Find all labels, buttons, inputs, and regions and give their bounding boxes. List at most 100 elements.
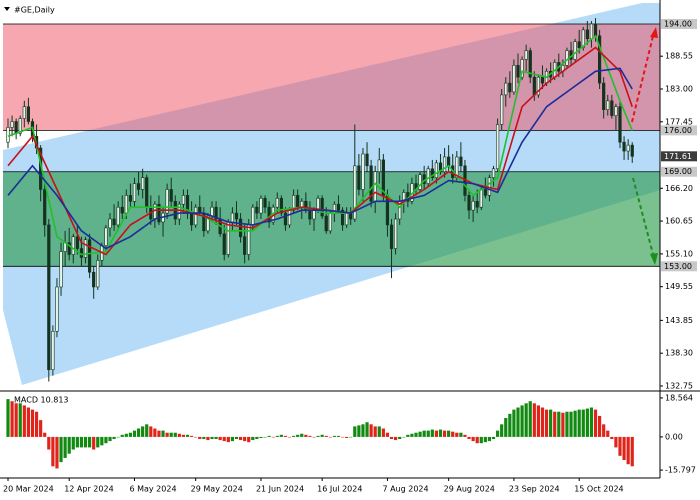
histogram-bar bbox=[96, 436, 100, 448]
histogram-bar bbox=[238, 436, 243, 441]
moving-average bbox=[7, 67, 633, 250]
candle-body bbox=[353, 165, 357, 220]
histogram-bar bbox=[406, 434, 410, 437]
histogram-bar bbox=[230, 436, 234, 442]
candle-body bbox=[263, 198, 267, 208]
candle-body bbox=[71, 236, 75, 255]
histogram-bar bbox=[512, 409, 516, 437]
histogram-bar bbox=[100, 436, 104, 446]
histogram-bar bbox=[500, 424, 504, 437]
histogram-bar bbox=[508, 413, 512, 437]
candle-body bbox=[267, 206, 271, 223]
histogram-bar bbox=[83, 436, 88, 448]
candle-body bbox=[120, 206, 124, 214]
candle-body bbox=[324, 215, 328, 232]
candle-body bbox=[340, 209, 345, 226]
candle-body bbox=[385, 195, 390, 226]
candle-body bbox=[312, 209, 316, 220]
candle-body bbox=[434, 162, 439, 178]
candle-body bbox=[573, 41, 577, 60]
histogram-bar bbox=[589, 407, 594, 437]
candle-body bbox=[593, 23, 598, 37]
candle-body bbox=[296, 195, 300, 208]
histogram-bar bbox=[561, 412, 565, 437]
histogram-bar bbox=[447, 430, 451, 437]
candle-body bbox=[528, 50, 532, 78]
histogram-bar bbox=[222, 436, 226, 442]
histogram-bar bbox=[459, 432, 463, 437]
down-arrow-head bbox=[650, 253, 658, 265]
candle-body bbox=[491, 168, 496, 178]
histogram-bar bbox=[251, 436, 255, 441]
chart-title: #GE,Daily bbox=[14, 6, 55, 15]
candle-body bbox=[243, 236, 247, 255]
candle-body bbox=[247, 224, 251, 255]
candle-body bbox=[198, 206, 202, 214]
histogram-bar bbox=[336, 435, 341, 437]
candle-body bbox=[136, 183, 141, 190]
candle-body bbox=[308, 209, 312, 220]
histogram-bar bbox=[479, 436, 483, 444]
histogram-bar bbox=[455, 432, 459, 437]
candle-body bbox=[104, 227, 108, 246]
histogram-bar bbox=[157, 430, 161, 437]
overlay: 194.00 176.00 169.00 153.00 188.55 183.00 177.… bbox=[3, 18, 697, 494]
histogram-bar bbox=[312, 436, 316, 438]
histogram-bar bbox=[308, 435, 312, 437]
candle-body bbox=[373, 171, 377, 202]
histogram-bar bbox=[463, 434, 467, 437]
histogram-bar bbox=[194, 436, 198, 438]
histogram-bar bbox=[593, 409, 598, 437]
x-tick-label: 21 Jun 2024 bbox=[256, 485, 304, 494]
candle-body bbox=[108, 218, 112, 229]
histogram-bar bbox=[394, 436, 398, 441]
candle-body bbox=[495, 124, 500, 170]
x-tick-label: 12 Apr 2024 bbox=[64, 485, 113, 494]
candle-body bbox=[524, 50, 528, 60]
histogram-bar bbox=[79, 436, 84, 448]
y-tick-label: 143.85 bbox=[665, 316, 693, 325]
histogram-bar bbox=[626, 436, 630, 465]
histogram-bar bbox=[67, 436, 71, 454]
moving-average bbox=[7, 34, 633, 256]
histogram-bar bbox=[540, 407, 545, 437]
candle-body bbox=[377, 159, 381, 173]
histogram-bar bbox=[381, 428, 385, 437]
candle-body bbox=[585, 29, 589, 40]
candle-body bbox=[471, 200, 475, 211]
y-tick-label: 155.10 bbox=[665, 249, 693, 258]
histogram-bar bbox=[622, 436, 626, 461]
histogram-bar bbox=[34, 411, 39, 437]
histogram-bar bbox=[324, 435, 328, 437]
candle-body bbox=[88, 239, 92, 273]
candle-body bbox=[124, 195, 128, 214]
candle-body bbox=[626, 144, 630, 152]
candle-body bbox=[128, 195, 133, 202]
candle-body bbox=[206, 215, 210, 232]
histogram-bar bbox=[39, 420, 43, 437]
histogram-bar bbox=[520, 405, 524, 437]
histogram-bar bbox=[373, 426, 377, 437]
histogram-bar bbox=[202, 436, 206, 440]
up-arrow-head bbox=[650, 27, 658, 38]
candle-body bbox=[459, 156, 463, 167]
candle-body bbox=[112, 218, 116, 226]
histogram-bar bbox=[320, 434, 324, 437]
histogram-bar bbox=[292, 435, 296, 437]
histogram-bar bbox=[414, 432, 418, 437]
candle-body bbox=[365, 153, 369, 167]
menu-triangle[interactable] bbox=[4, 7, 10, 11]
histogram-bar bbox=[43, 432, 47, 437]
candle-body bbox=[512, 65, 516, 93]
candle-body bbox=[430, 168, 434, 178]
level-label: 169.00 bbox=[664, 167, 692, 176]
histogram-bar bbox=[442, 430, 447, 437]
histogram-bar bbox=[569, 411, 573, 437]
y-tick-label: 160.65 bbox=[665, 217, 693, 226]
candle-body bbox=[83, 239, 88, 258]
candle-body bbox=[194, 206, 198, 226]
candle-body bbox=[10, 121, 14, 128]
y-tick-label: 188.55 bbox=[665, 52, 693, 61]
candle-body bbox=[255, 206, 259, 214]
